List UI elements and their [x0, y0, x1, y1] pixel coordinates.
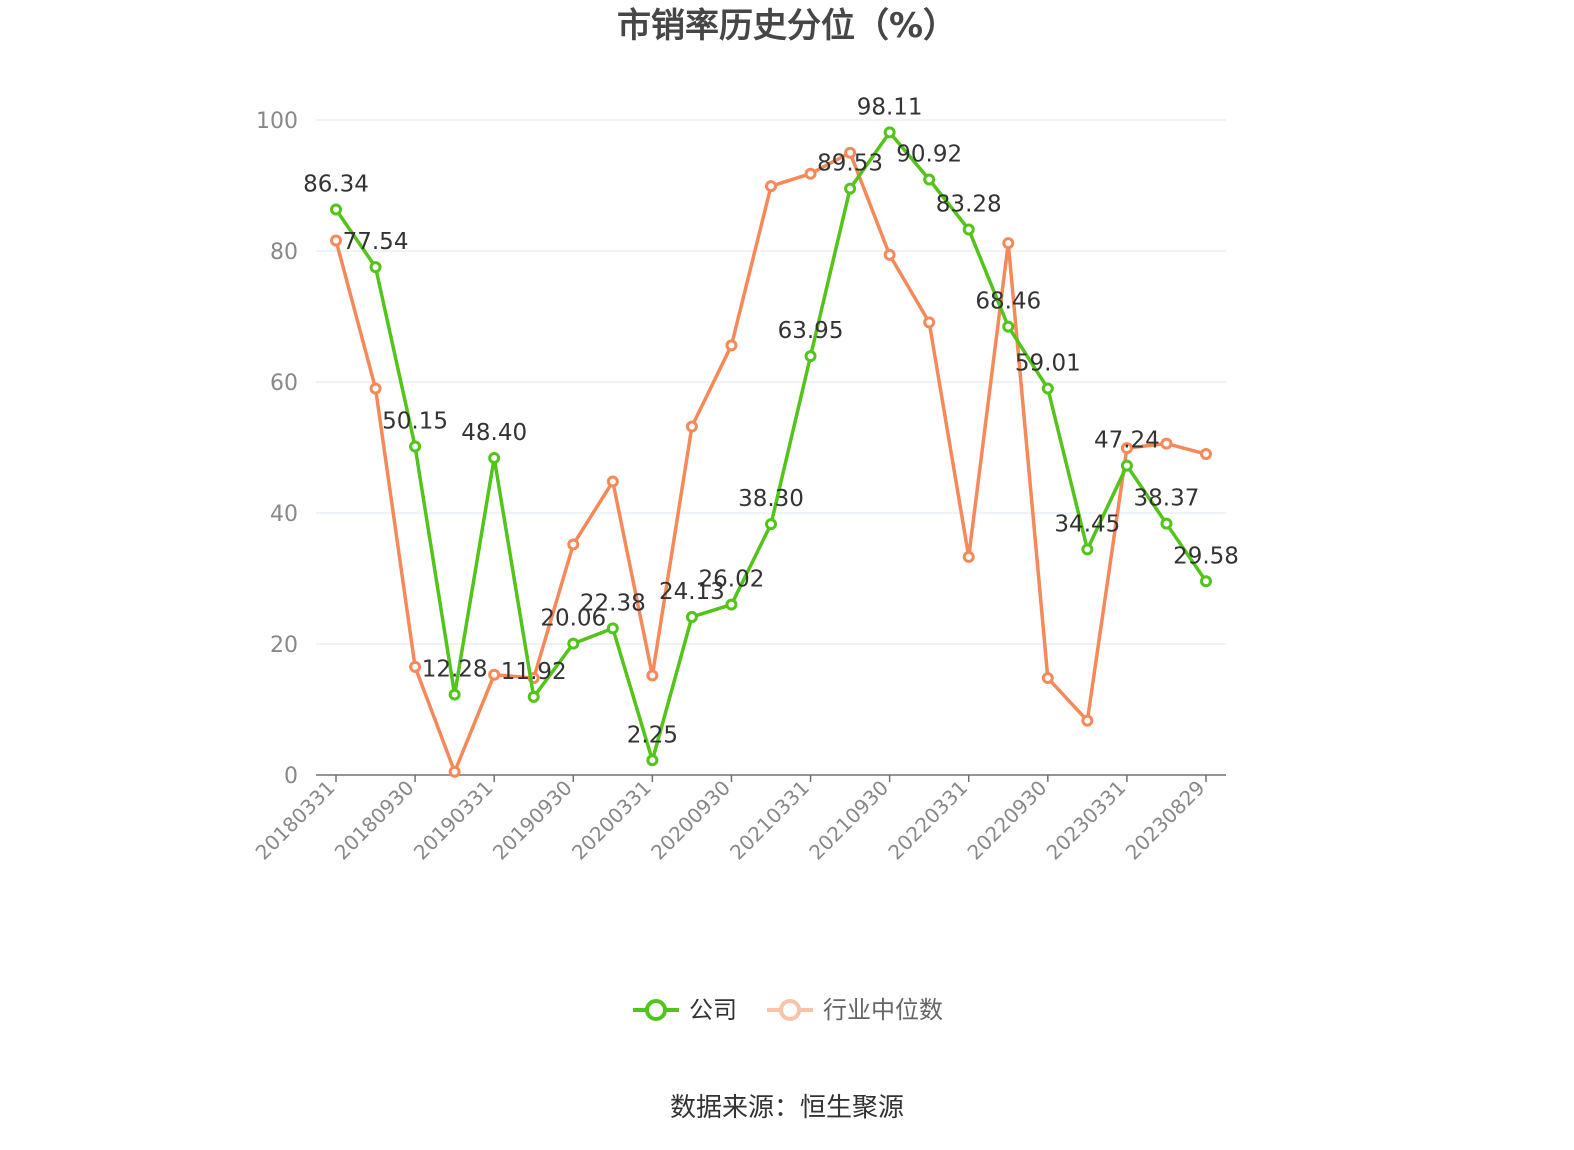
x-tick-label: 20210331 — [725, 776, 814, 865]
company-point — [1200, 575, 1212, 588]
industry-point — [765, 180, 777, 193]
data-label: 38.37 — [1134, 486, 1200, 512]
industry-point — [844, 146, 857, 159]
company-point — [488, 451, 501, 464]
company-point — [765, 518, 777, 531]
industry-point — [1120, 442, 1133, 455]
x-tick-label: 20200331 — [567, 776, 656, 865]
data-label: 2.25 — [627, 722, 678, 748]
data-label: 48.40 — [461, 420, 527, 446]
x-tick-label: 20180930 — [330, 776, 419, 865]
data-label: 77.54 — [343, 229, 409, 255]
y-tick-label: 80 — [270, 240, 298, 265]
legend-company-label: 公司 — [689, 996, 737, 1024]
industry-point — [883, 248, 896, 261]
industry-point — [1081, 714, 1094, 727]
company-point — [606, 622, 619, 635]
series-lines — [330, 126, 1212, 778]
data-label: 90.92 — [896, 141, 962, 167]
x-tick-label: 20200930 — [646, 776, 735, 865]
company-point — [725, 598, 738, 611]
industry-point — [488, 668, 501, 681]
company-point — [567, 637, 580, 650]
x-tick-label: 20230331 — [1041, 776, 1130, 865]
company-point — [330, 203, 342, 216]
y-tick-label: 0 — [284, 764, 298, 789]
company-point — [923, 173, 936, 186]
company-point — [685, 610, 698, 623]
data-label: 12.28 — [422, 657, 488, 683]
data-label: 89.53 — [817, 151, 883, 177]
industry-point — [1041, 672, 1054, 685]
y-tick-label: 60 — [270, 371, 298, 396]
chart-title: 市销率历史分位（%） — [616, 6, 958, 46]
company-point — [369, 261, 382, 274]
y-tick-label: 40 — [270, 502, 298, 527]
industry-point — [330, 234, 342, 247]
data-label: 24.13 — [659, 579, 725, 605]
data-label: 59.01 — [1015, 350, 1081, 376]
industry-point — [1200, 448, 1212, 461]
data-label: 11.92 — [501, 659, 567, 685]
company-point — [646, 754, 659, 767]
data-label: 29.58 — [1173, 543, 1239, 569]
company-point — [1041, 382, 1054, 395]
x-tick-label: 20220930 — [962, 776, 1051, 865]
y-tick-label: 20 — [270, 633, 298, 658]
data-label: 98.11 — [857, 94, 923, 120]
industry-point — [725, 339, 738, 352]
company-point — [1160, 517, 1173, 530]
data-label: 63.95 — [778, 318, 844, 344]
company-point — [883, 126, 896, 139]
data-labels: 86.34 77.54 50.15 12.28 48.40 11.92 20.0622.38… — [303, 94, 1239, 748]
company-point — [804, 350, 817, 363]
x-tick-label: 20220331 — [883, 776, 972, 865]
industry-point — [567, 538, 580, 551]
industry-point — [646, 669, 659, 682]
grid-lines — [316, 119, 1226, 645]
legend-industry-label: 行业中位数 — [823, 996, 943, 1024]
industry-point — [685, 420, 698, 433]
industry-point — [1160, 437, 1173, 450]
legend-company-marker-icon — [633, 999, 679, 1021]
data-label: 22.38 — [580, 590, 646, 616]
industry-point — [804, 167, 817, 180]
data-label: 86.34 — [303, 171, 369, 197]
legend-item-company[interactable]: 公司 — [631, 990, 737, 1030]
industry-point — [448, 765, 461, 778]
data-label: 20.06 — [540, 606, 606, 632]
industry-point — [1002, 237, 1015, 250]
data-label: 34.45 — [1054, 511, 1120, 537]
company-point — [844, 182, 857, 195]
data-label: 47.24 — [1094, 428, 1160, 454]
data-label: 26.02 — [699, 567, 765, 593]
industry-point — [606, 475, 619, 488]
company-point — [527, 690, 540, 703]
y-tick-label: 100 — [256, 109, 298, 134]
x-tick-label: 20230829 — [1121, 776, 1210, 865]
legend-industry-marker-icon — [767, 999, 813, 1021]
data-label: 50.15 — [382, 409, 448, 435]
data-label: 68.46 — [975, 289, 1041, 315]
x-tick-label: 20210930 — [804, 776, 893, 865]
x-tick-label: 20190331 — [409, 776, 498, 865]
industry-point — [409, 660, 422, 673]
company-point — [1081, 543, 1094, 556]
industry-point — [962, 550, 975, 563]
data-label: 38.30 — [738, 486, 804, 512]
data-label: 83.28 — [936, 192, 1002, 218]
company-point — [1120, 459, 1133, 472]
industry-point — [923, 316, 936, 329]
company-point — [448, 688, 461, 701]
company-point — [1002, 320, 1015, 333]
legend: 公司 行业中位数 — [0, 990, 1574, 1030]
company-point — [409, 440, 422, 453]
legend-item-industry[interactable]: 行业中位数 — [765, 990, 943, 1030]
industry-point — [369, 382, 382, 395]
company-point — [962, 223, 975, 236]
x-tick-label: 20190930 — [488, 776, 577, 865]
source-text: 数据来源：恒生聚源 — [669, 1093, 904, 1123]
